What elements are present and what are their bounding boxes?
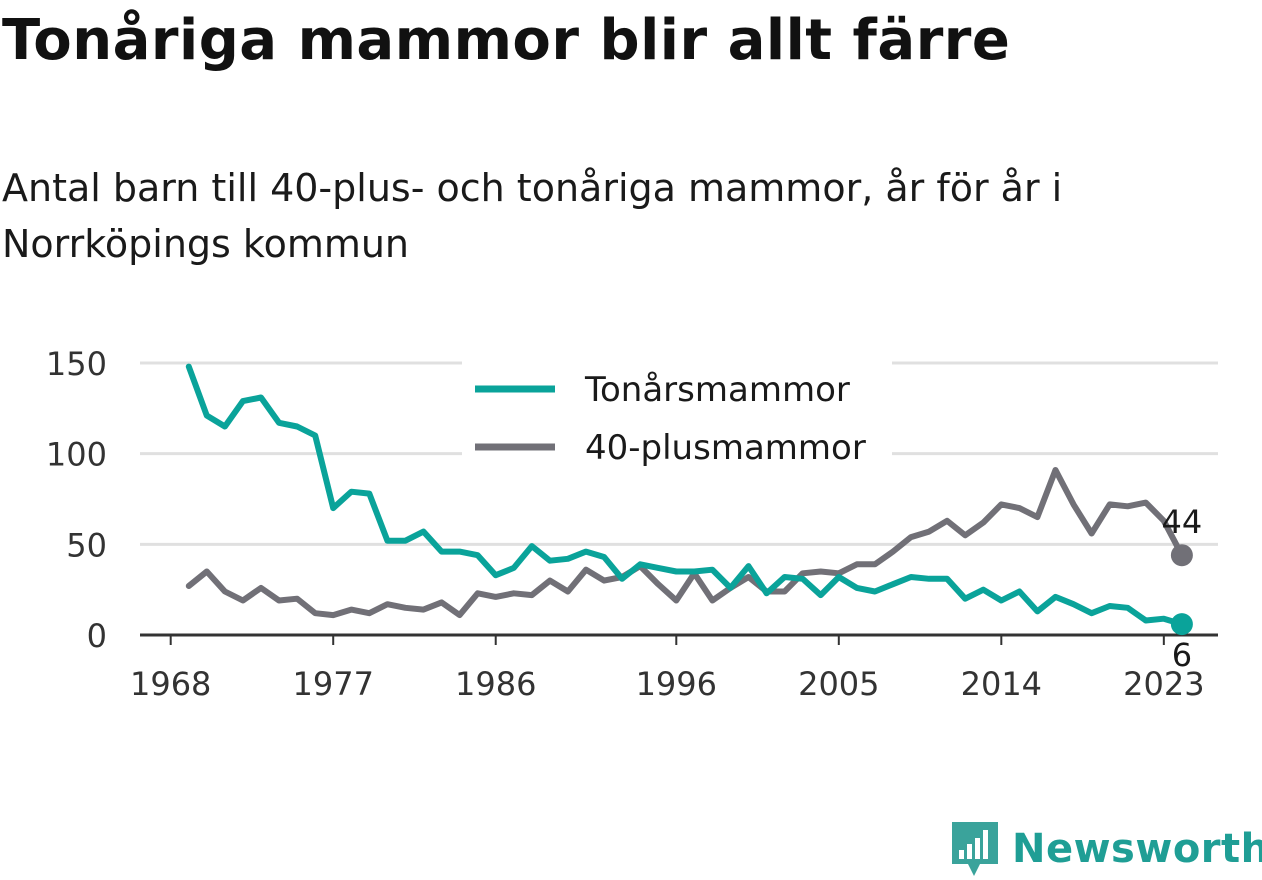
y-tick-label-50: 50 [66, 526, 107, 564]
x-tick-label-1986: 1986 [455, 665, 536, 703]
legend: Tonårsmammor 40-plusmammor [462, 360, 892, 472]
brand-name: Newsworthy [1012, 826, 1262, 872]
y-tick-label-150: 150 [46, 345, 107, 383]
end-point-0 [1170, 613, 1193, 636]
series-line-tonårsmammor [185, 363, 1185, 628]
legend-label-1: 40-plusmammor [585, 428, 866, 468]
end-label-0: 6 [1172, 636, 1192, 674]
legend-background [462, 360, 892, 472]
end-points: 6 44 [1162, 503, 1203, 674]
x-axis: 1968 1977 1986 1996 2005 2014 2023 [130, 633, 1218, 703]
y-tick-label-100: 100 [46, 436, 107, 474]
end-point-1 [1170, 544, 1193, 567]
x-tick-label-1977: 1977 [292, 665, 373, 703]
series-line-40-plusmammor [185, 467, 1185, 619]
chart-subtitle: Antal barn till 40-plus- och tonåriga ma… [2, 166, 1063, 266]
series-lines [185, 363, 1185, 628]
x-tick-label-1996: 1996 [636, 665, 717, 703]
y-tick-label-0: 0 [87, 617, 107, 655]
legend-label-0: Tonårsmammor [584, 370, 850, 410]
end-label-1: 44 [1162, 503, 1203, 541]
chart-title: Tonåriga mammor blir allt färre [2, 8, 1011, 73]
newsworthy-logo-icon [952, 822, 998, 876]
newsworthy-brand: Newsworthy [950, 818, 1262, 880]
x-tick-label-2023: 2023 [1123, 665, 1204, 703]
x-tick-label-2005: 2005 [798, 665, 879, 703]
x-tick-label-1968: 1968 [130, 665, 211, 703]
y-axis-labels: 0 50 100 150 [46, 345, 107, 655]
x-tick-label-2014: 2014 [961, 665, 1042, 703]
